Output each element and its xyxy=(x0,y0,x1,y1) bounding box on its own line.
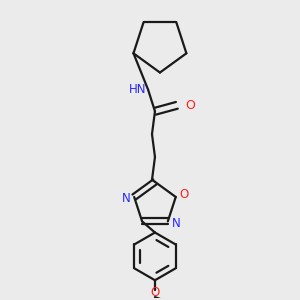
Text: N: N xyxy=(122,192,130,206)
Text: O: O xyxy=(179,188,188,202)
Text: N: N xyxy=(171,217,180,230)
Text: O: O xyxy=(150,286,160,299)
Text: O: O xyxy=(185,99,195,112)
Text: HN: HN xyxy=(128,83,146,96)
